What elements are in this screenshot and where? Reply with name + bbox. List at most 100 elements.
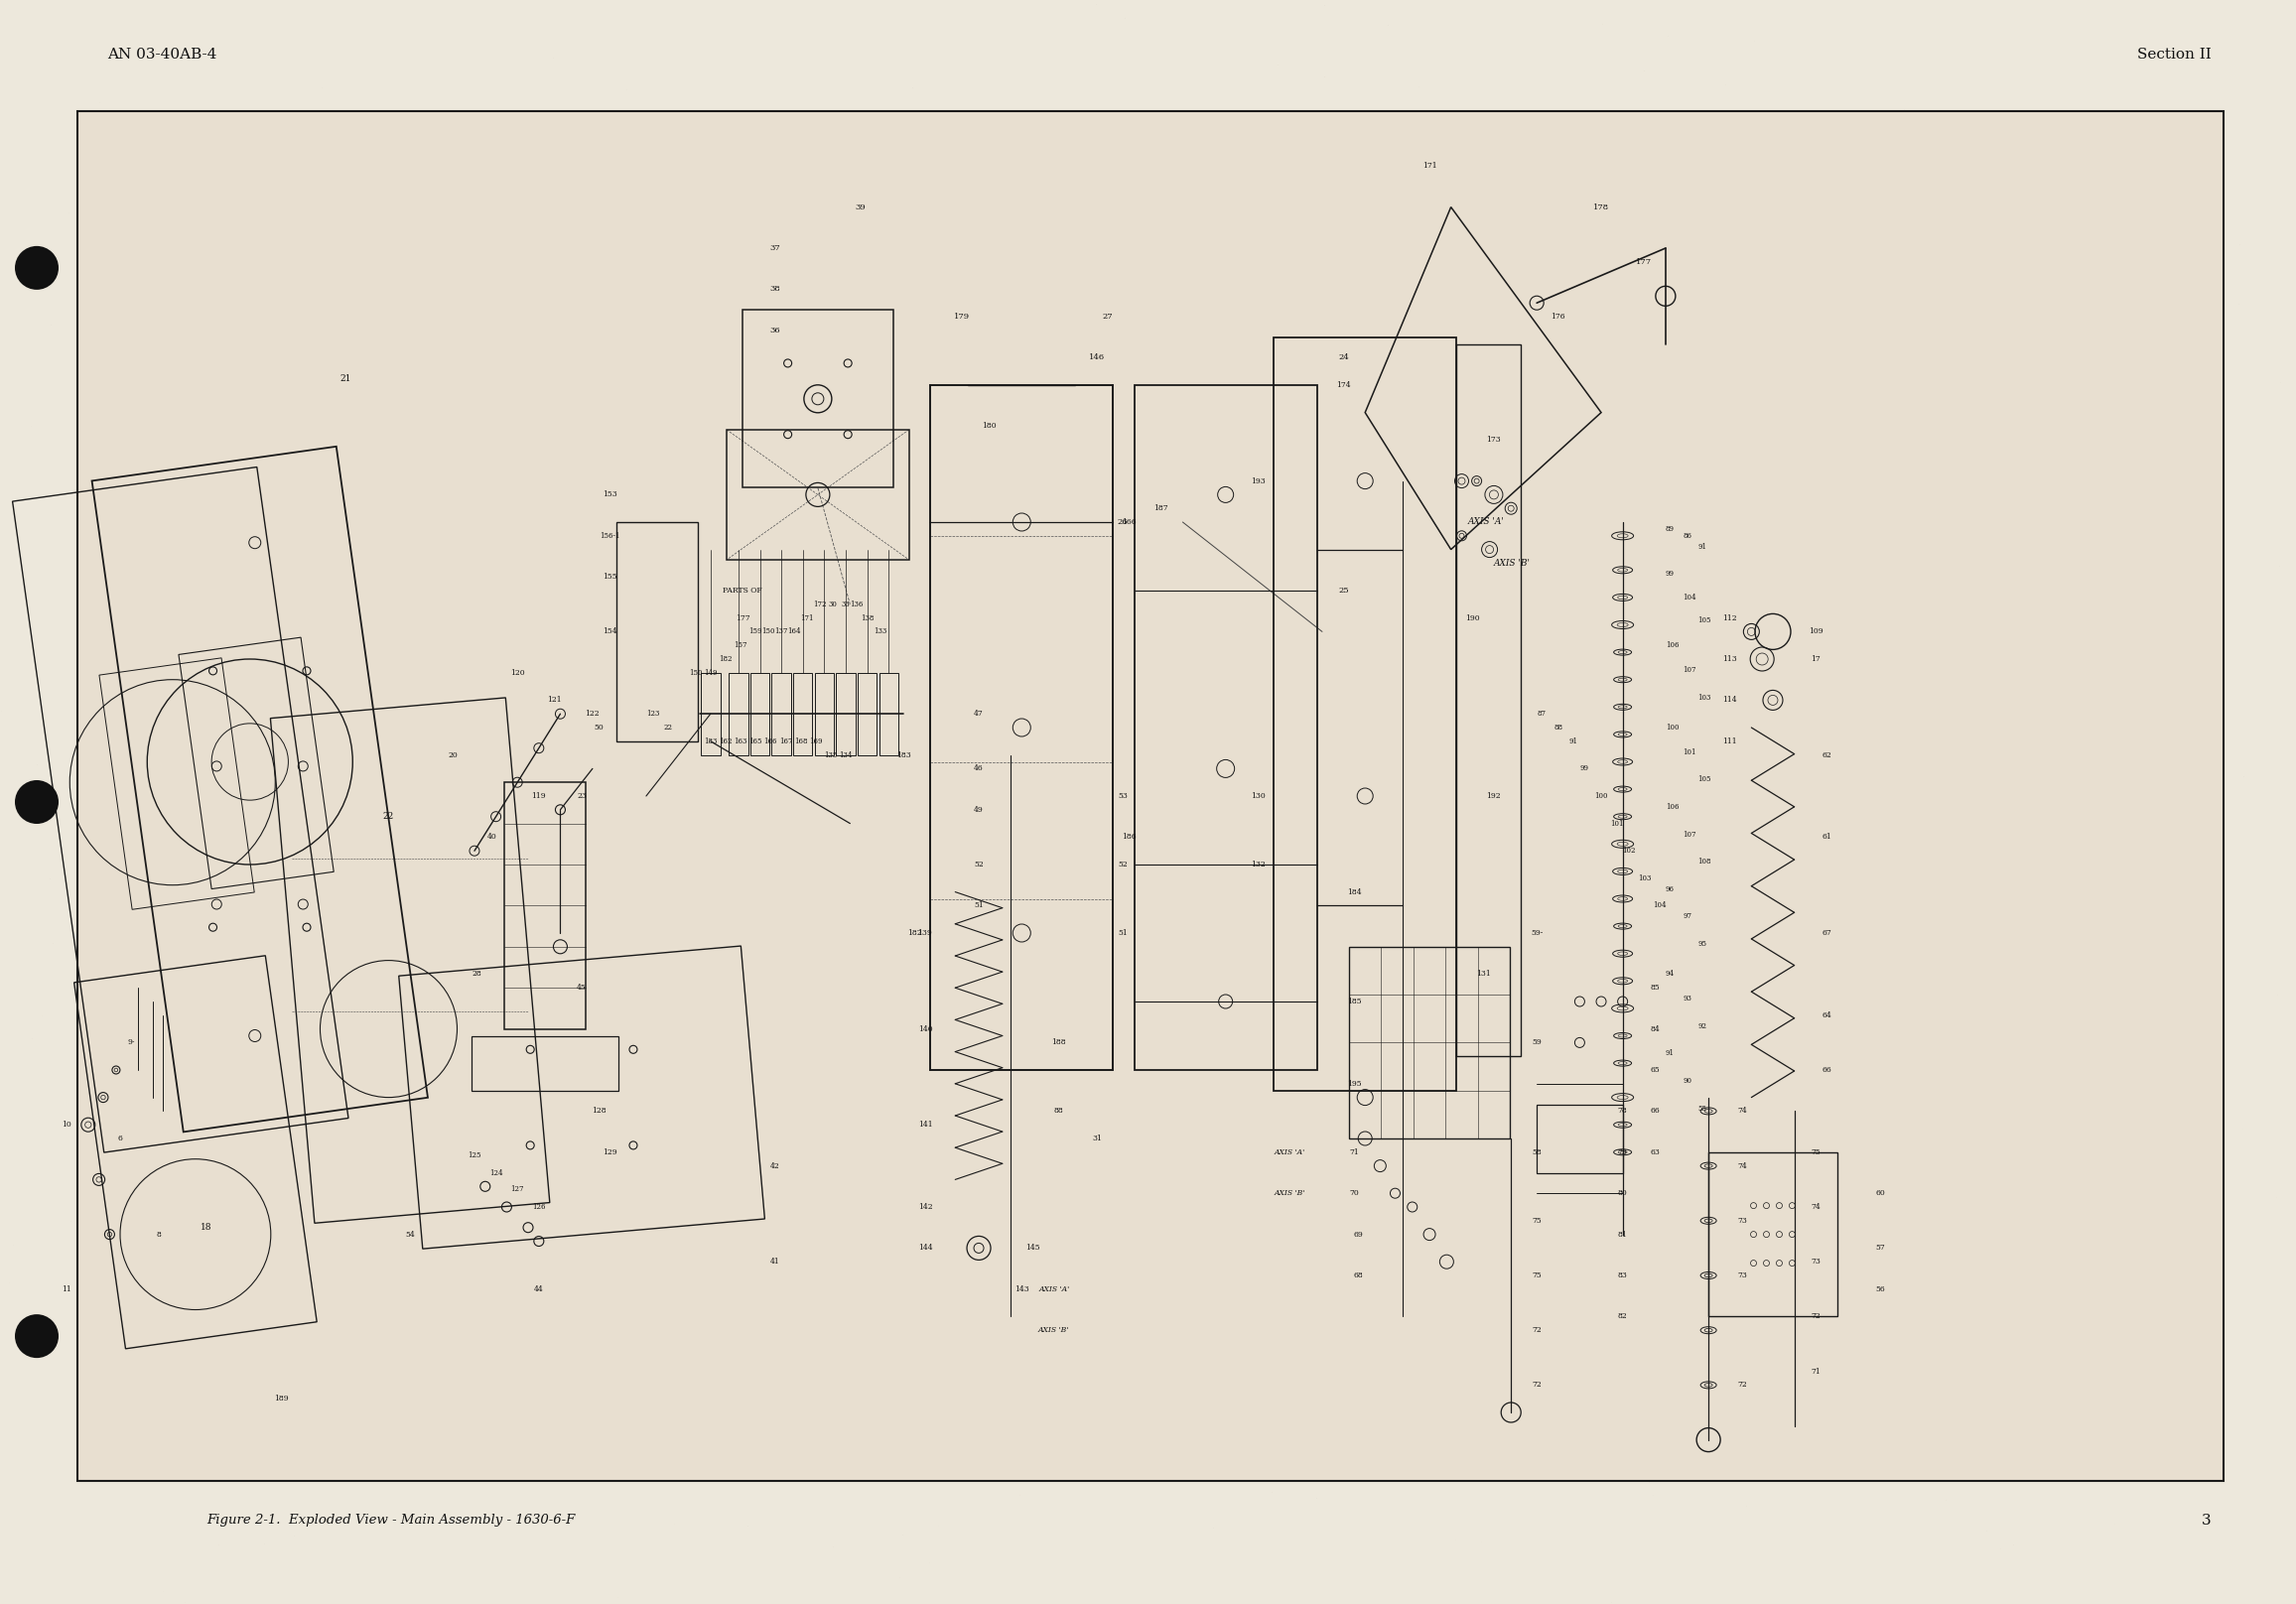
- Text: 74: 74: [1812, 1203, 1821, 1211]
- Bar: [700, 672, 721, 755]
- Text: 174: 174: [1336, 382, 1350, 390]
- Text: 99: 99: [1580, 765, 1589, 773]
- Text: 166: 166: [765, 738, 778, 746]
- Bar: [505, 783, 585, 1028]
- Text: 121: 121: [546, 696, 560, 704]
- Text: 179: 179: [953, 313, 969, 321]
- Text: 60: 60: [1876, 1189, 1885, 1197]
- Text: 171: 171: [1421, 162, 1437, 170]
- Text: 47: 47: [974, 711, 983, 719]
- Text: 107: 107: [1683, 666, 1697, 674]
- Text: 162: 162: [719, 738, 732, 746]
- Text: 111: 111: [1722, 738, 1738, 746]
- Text: 36: 36: [769, 326, 781, 334]
- Text: 52: 52: [1118, 861, 1127, 868]
- Text: 71: 71: [1350, 1148, 1359, 1156]
- Bar: [751, 672, 769, 755]
- Bar: [473, 1036, 618, 1091]
- Bar: [11, 467, 349, 1152]
- Text: 72: 72: [1812, 1312, 1821, 1320]
- Bar: [742, 310, 893, 488]
- Text: 108: 108: [1697, 858, 1711, 866]
- Text: 65: 65: [1651, 1067, 1660, 1075]
- Bar: [615, 521, 698, 741]
- Bar: [930, 385, 1114, 1070]
- Text: 128: 128: [592, 1107, 606, 1115]
- Text: 66: 66: [1821, 1067, 1832, 1075]
- Text: 101: 101: [1683, 747, 1697, 755]
- Text: 172: 172: [813, 600, 827, 608]
- Text: 104: 104: [1653, 901, 1667, 909]
- Text: 75: 75: [1812, 1148, 1821, 1156]
- Text: 11: 11: [62, 1285, 71, 1293]
- Text: 155: 155: [602, 573, 618, 581]
- Text: 24: 24: [1339, 354, 1350, 361]
- Text: 106: 106: [1665, 804, 1678, 812]
- Text: 150: 150: [689, 669, 703, 677]
- Text: 195: 195: [1348, 1079, 1362, 1088]
- Text: 72: 72: [1531, 1381, 1541, 1389]
- Text: 186: 186: [1123, 832, 1137, 840]
- Text: 193: 193: [1251, 476, 1265, 484]
- Bar: [92, 446, 427, 1132]
- Text: 70: 70: [1350, 1189, 1359, 1197]
- Text: 72: 72: [1531, 1327, 1541, 1335]
- Text: 91: 91: [1568, 738, 1577, 746]
- Text: 87: 87: [1536, 711, 1545, 719]
- Bar: [1456, 343, 1520, 1057]
- Text: 183: 183: [705, 738, 716, 746]
- Text: 10: 10: [62, 1121, 71, 1129]
- Text: 184: 184: [1348, 889, 1362, 897]
- Text: 51: 51: [1118, 929, 1127, 937]
- Text: 135: 135: [824, 751, 838, 759]
- Text: 6: 6: [117, 1134, 122, 1142]
- Bar: [792, 672, 813, 755]
- Bar: [1134, 385, 1318, 1070]
- Text: AN 03-40AB-4: AN 03-40AB-4: [108, 48, 216, 61]
- Text: 190: 190: [1465, 614, 1479, 622]
- Bar: [728, 672, 748, 755]
- Text: 22: 22: [383, 812, 395, 821]
- Bar: [726, 430, 909, 560]
- Text: 164: 164: [788, 627, 801, 635]
- Text: 85: 85: [1651, 983, 1660, 991]
- Text: 182: 182: [907, 929, 921, 937]
- Bar: [771, 672, 792, 755]
- Text: 90: 90: [1683, 1076, 1692, 1084]
- Bar: [815, 672, 833, 755]
- Text: 66: 66: [1651, 1107, 1660, 1115]
- Text: 25: 25: [1339, 587, 1350, 595]
- Text: 189: 189: [273, 1395, 289, 1404]
- Text: 52: 52: [974, 861, 983, 868]
- Text: 171: 171: [801, 614, 813, 622]
- Text: 107: 107: [1683, 831, 1697, 839]
- Text: 124: 124: [489, 1169, 503, 1177]
- Text: 144: 144: [918, 1245, 932, 1253]
- Text: 103: 103: [1637, 874, 1651, 882]
- Text: AXIS 'B': AXIS 'B': [1038, 1327, 1070, 1335]
- Text: 139: 139: [918, 929, 932, 937]
- Text: 61: 61: [1821, 832, 1832, 840]
- Text: 167: 167: [778, 738, 792, 746]
- Text: AXIS 'B': AXIS 'B': [1274, 1189, 1306, 1197]
- Text: 23: 23: [576, 792, 588, 800]
- Bar: [836, 672, 856, 755]
- Text: 83: 83: [1619, 1272, 1628, 1280]
- Text: 78: 78: [1619, 1107, 1628, 1115]
- Text: 75: 75: [1531, 1272, 1541, 1280]
- Text: 91: 91: [1665, 1049, 1674, 1057]
- Text: 59: 59: [1531, 1039, 1541, 1046]
- Text: 166: 166: [1123, 518, 1137, 526]
- Text: 183: 183: [895, 751, 912, 759]
- Text: 153: 153: [602, 491, 618, 499]
- Text: 8: 8: [156, 1230, 161, 1238]
- Text: 41: 41: [769, 1258, 781, 1266]
- Text: 92: 92: [1697, 1022, 1706, 1030]
- Text: 177: 177: [735, 614, 751, 622]
- Text: 80: 80: [1619, 1189, 1628, 1197]
- Bar: [1350, 946, 1511, 1139]
- Text: Figure 2-1.  Exploded View - Main Assembly - 1630-6-F: Figure 2-1. Exploded View - Main Assembl…: [207, 1514, 574, 1527]
- Bar: [1708, 1152, 1837, 1317]
- Text: 9-: 9-: [126, 1039, 135, 1046]
- Text: 114: 114: [1722, 696, 1738, 704]
